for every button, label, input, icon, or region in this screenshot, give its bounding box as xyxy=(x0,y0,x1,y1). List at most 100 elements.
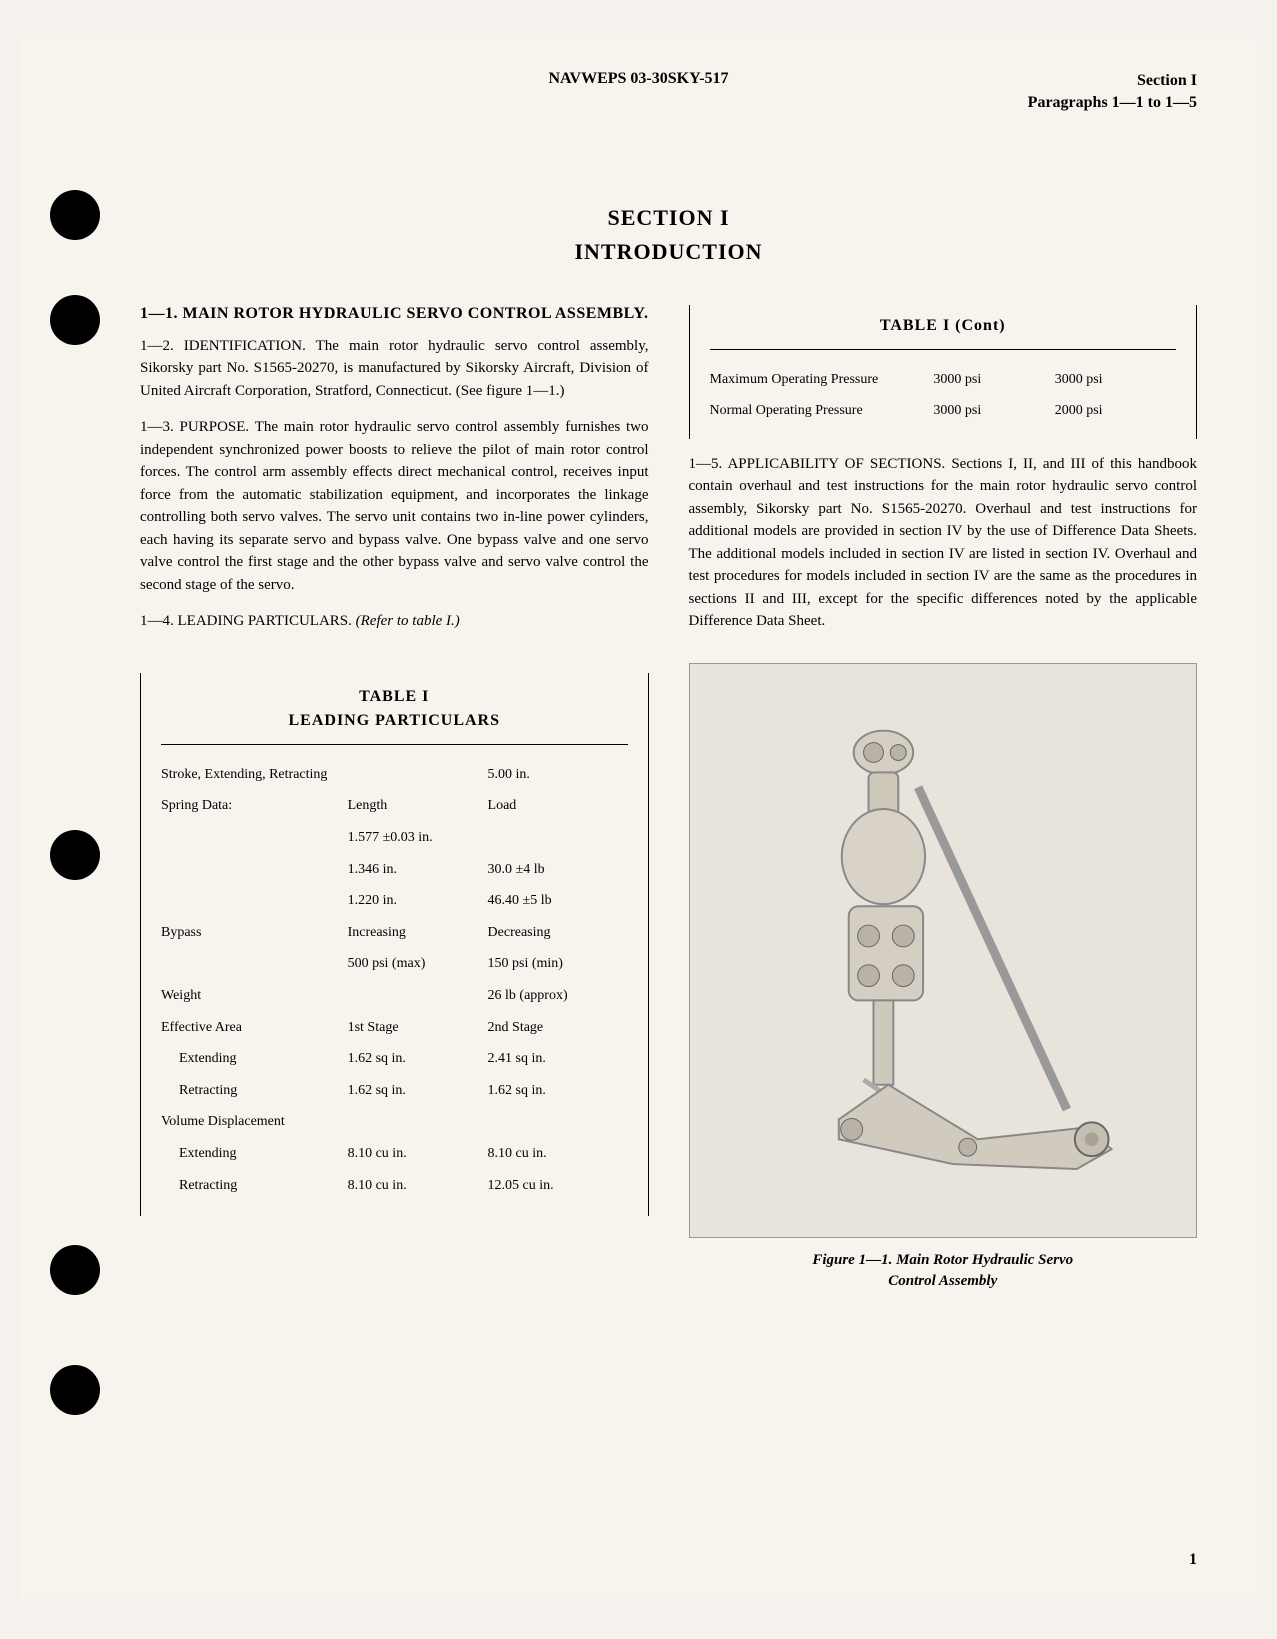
table-cell: Retracting xyxy=(161,1081,348,1101)
paragraph-1-4: 1—4. LEADING PARTICULARS. (Refer to tabl… xyxy=(140,610,649,633)
table-cell: Length xyxy=(348,796,488,816)
table-cell: Normal Operating Pressure xyxy=(710,401,934,421)
header-paragraphs: Paragraphs 1—1 to 1—5 xyxy=(1028,92,1197,114)
table-cell: Bypass xyxy=(161,923,348,943)
table-cell xyxy=(488,828,628,848)
table-cell: 3000 psi xyxy=(1055,370,1176,390)
table-cell: Weight xyxy=(161,986,348,1006)
right-column: TABLE I (Cont) Maximum Operating Pressur… xyxy=(689,305,1198,1292)
section-title: SECTION I xyxy=(140,205,1197,231)
table-cell xyxy=(488,1112,628,1132)
table-cell: 46.40 ±5 lb xyxy=(488,891,628,911)
table-divider xyxy=(710,349,1177,350)
figure-image-placeholder xyxy=(689,663,1198,1238)
table-cell: Stroke, Extending, Retracting xyxy=(161,765,348,785)
table-row: 1.577 ±0.03 in. xyxy=(161,822,628,854)
two-column-layout: 1—1. MAIN ROTOR HYDRAULIC SERVO CONTROL … xyxy=(140,305,1197,1292)
table-cell: Spring Data: xyxy=(161,796,348,816)
table-cell: 12.05 cu in. xyxy=(488,1176,628,1196)
table-cell: 2nd Stage xyxy=(488,1018,628,1038)
table-row: Stroke, Extending, Retracting5.00 in. xyxy=(161,759,628,791)
page-number: 1 xyxy=(1189,1551,1197,1569)
table-cell: 3000 psi xyxy=(933,370,1054,390)
intro-title: INTRODUCTION xyxy=(140,239,1197,265)
table-cell: Decreasing xyxy=(488,923,628,943)
table-cell: 8.10 cu in. xyxy=(348,1176,488,1196)
table-row: Maximum Operating Pressure3000 psi3000 p… xyxy=(710,364,1177,396)
punch-hole xyxy=(50,1245,100,1295)
para-1-4-ref: (Refer to table I.) xyxy=(356,613,460,629)
servo-assembly-drawing xyxy=(715,693,1171,1209)
punch-hole xyxy=(50,295,100,345)
figure-1-1: Figure 1—1. Main Rotor Hydraulic Servo C… xyxy=(689,663,1198,1292)
paragraph-1-3: 1—3. PURPOSE. The main rotor hydraulic s… xyxy=(140,416,649,596)
table-row: 1.220 in.46.40 ±5 lb xyxy=(161,885,628,917)
table-cell: Extending xyxy=(161,1049,348,1069)
caption-line-2: Control Assembly xyxy=(888,1273,997,1289)
table-cell xyxy=(348,986,488,1006)
table-cell: 8.10 cu in. xyxy=(488,1144,628,1164)
table-cell xyxy=(348,765,488,785)
table-cell xyxy=(161,828,348,848)
table-cell: 30.0 ±4 lb xyxy=(488,860,628,880)
table-cell: 150 psi (min) xyxy=(488,954,628,974)
header-section: Section I xyxy=(1028,70,1197,92)
para-1-4-prefix: 1—4. LEADING PARTICULARS. xyxy=(140,613,356,629)
table-row: 1.346 in.30.0 ±4 lb xyxy=(161,854,628,886)
table-row: Normal Operating Pressure3000 psi2000 ps… xyxy=(710,395,1177,427)
table-1-subtitle: LEADING PARTICULARS xyxy=(161,712,628,730)
paragraph-1-2: 1—2. IDENTIFICATION. The main rotor hydr… xyxy=(140,335,649,403)
paragraph-1-5: 1—5. APPLICABILITY OF SECTIONS. Sections… xyxy=(689,453,1198,633)
table-cell: Load xyxy=(488,796,628,816)
table-row: BypassIncreasingDecreasing xyxy=(161,917,628,949)
table-cell: 1.62 sq in. xyxy=(348,1049,488,1069)
table-divider xyxy=(161,744,628,745)
table-row: Retracting1.62 sq in.1.62 sq in. xyxy=(161,1075,628,1107)
left-column: 1—1. MAIN ROTOR HYDRAULIC SERVO CONTROL … xyxy=(140,305,649,1292)
table-cell: 2000 psi xyxy=(1055,401,1176,421)
figure-caption: Figure 1—1. Main Rotor Hydraulic Servo C… xyxy=(689,1250,1198,1292)
table-row: Weight 26 lb (approx) xyxy=(161,980,628,1012)
table-cell: 3000 psi xyxy=(933,401,1054,421)
punch-hole xyxy=(50,830,100,880)
table-row: Spring Data:LengthLoad xyxy=(161,790,628,822)
punch-hole xyxy=(50,190,100,240)
table-1: TABLE I LEADING PARTICULARS Stroke, Exte… xyxy=(140,673,649,1216)
table-cell: Maximum Operating Pressure xyxy=(710,370,934,390)
table-cell: Increasing xyxy=(348,923,488,943)
heading-1-1: 1—1. MAIN ROTOR HYDRAULIC SERVO CONTROL … xyxy=(140,305,649,323)
table-cell: 2.41 sq in. xyxy=(488,1049,628,1069)
table-cell: 1.346 in. xyxy=(348,860,488,880)
table-1-cont-body: Maximum Operating Pressure3000 psi3000 p… xyxy=(710,364,1177,427)
table-row: Extending1.62 sq in.2.41 sq in. xyxy=(161,1043,628,1075)
table-row: Retracting8.10 cu in.12.05 cu in. xyxy=(161,1170,628,1202)
table-1-cont: TABLE I (Cont) Maximum Operating Pressur… xyxy=(689,305,1198,439)
table-1-body: Stroke, Extending, Retracting5.00 in.Spr… xyxy=(161,759,628,1201)
table-cell xyxy=(161,860,348,880)
table-row: Volume Displacement xyxy=(161,1106,628,1138)
table-cell: 500 psi (max) xyxy=(348,954,488,974)
table-cell: 8.10 cu in. xyxy=(348,1144,488,1164)
table-cell: 1.577 ±0.03 in. xyxy=(348,828,488,848)
document-page: NAVWEPS 03-30SKY-517 Section I Paragraph… xyxy=(20,40,1257,1599)
table-cell xyxy=(161,891,348,911)
header-doc-id: NAVWEPS 03-30SKY-517 xyxy=(548,70,728,88)
table-1-cont-title: TABLE I (Cont) xyxy=(710,317,1177,335)
table-cell: Effective Area xyxy=(161,1018,348,1038)
table-cell: 1.62 sq in. xyxy=(488,1081,628,1101)
table-row: Effective Area1st Stage2nd Stage xyxy=(161,1012,628,1044)
header-section-ref: Section I Paragraphs 1—1 to 1—5 xyxy=(1028,70,1197,115)
table-row: 500 psi (max)150 psi (min) xyxy=(161,948,628,980)
table-cell: Retracting xyxy=(161,1176,348,1196)
table-cell: 1.62 sq in. xyxy=(348,1081,488,1101)
table-cell: 1.220 in. xyxy=(348,891,488,911)
caption-line-1: Figure 1—1. Main Rotor Hydraulic Servo xyxy=(812,1252,1073,1268)
table-cell xyxy=(348,1112,488,1132)
table-cell: Volume Displacement xyxy=(161,1112,348,1132)
table-1-title: TABLE I xyxy=(161,688,628,706)
table-cell: 1st Stage xyxy=(348,1018,488,1038)
table-cell: 26 lb (approx) xyxy=(488,986,628,1006)
punch-hole xyxy=(50,1365,100,1415)
table-cell: Extending xyxy=(161,1144,348,1164)
table-row: Extending8.10 cu in.8.10 cu in. xyxy=(161,1138,628,1170)
